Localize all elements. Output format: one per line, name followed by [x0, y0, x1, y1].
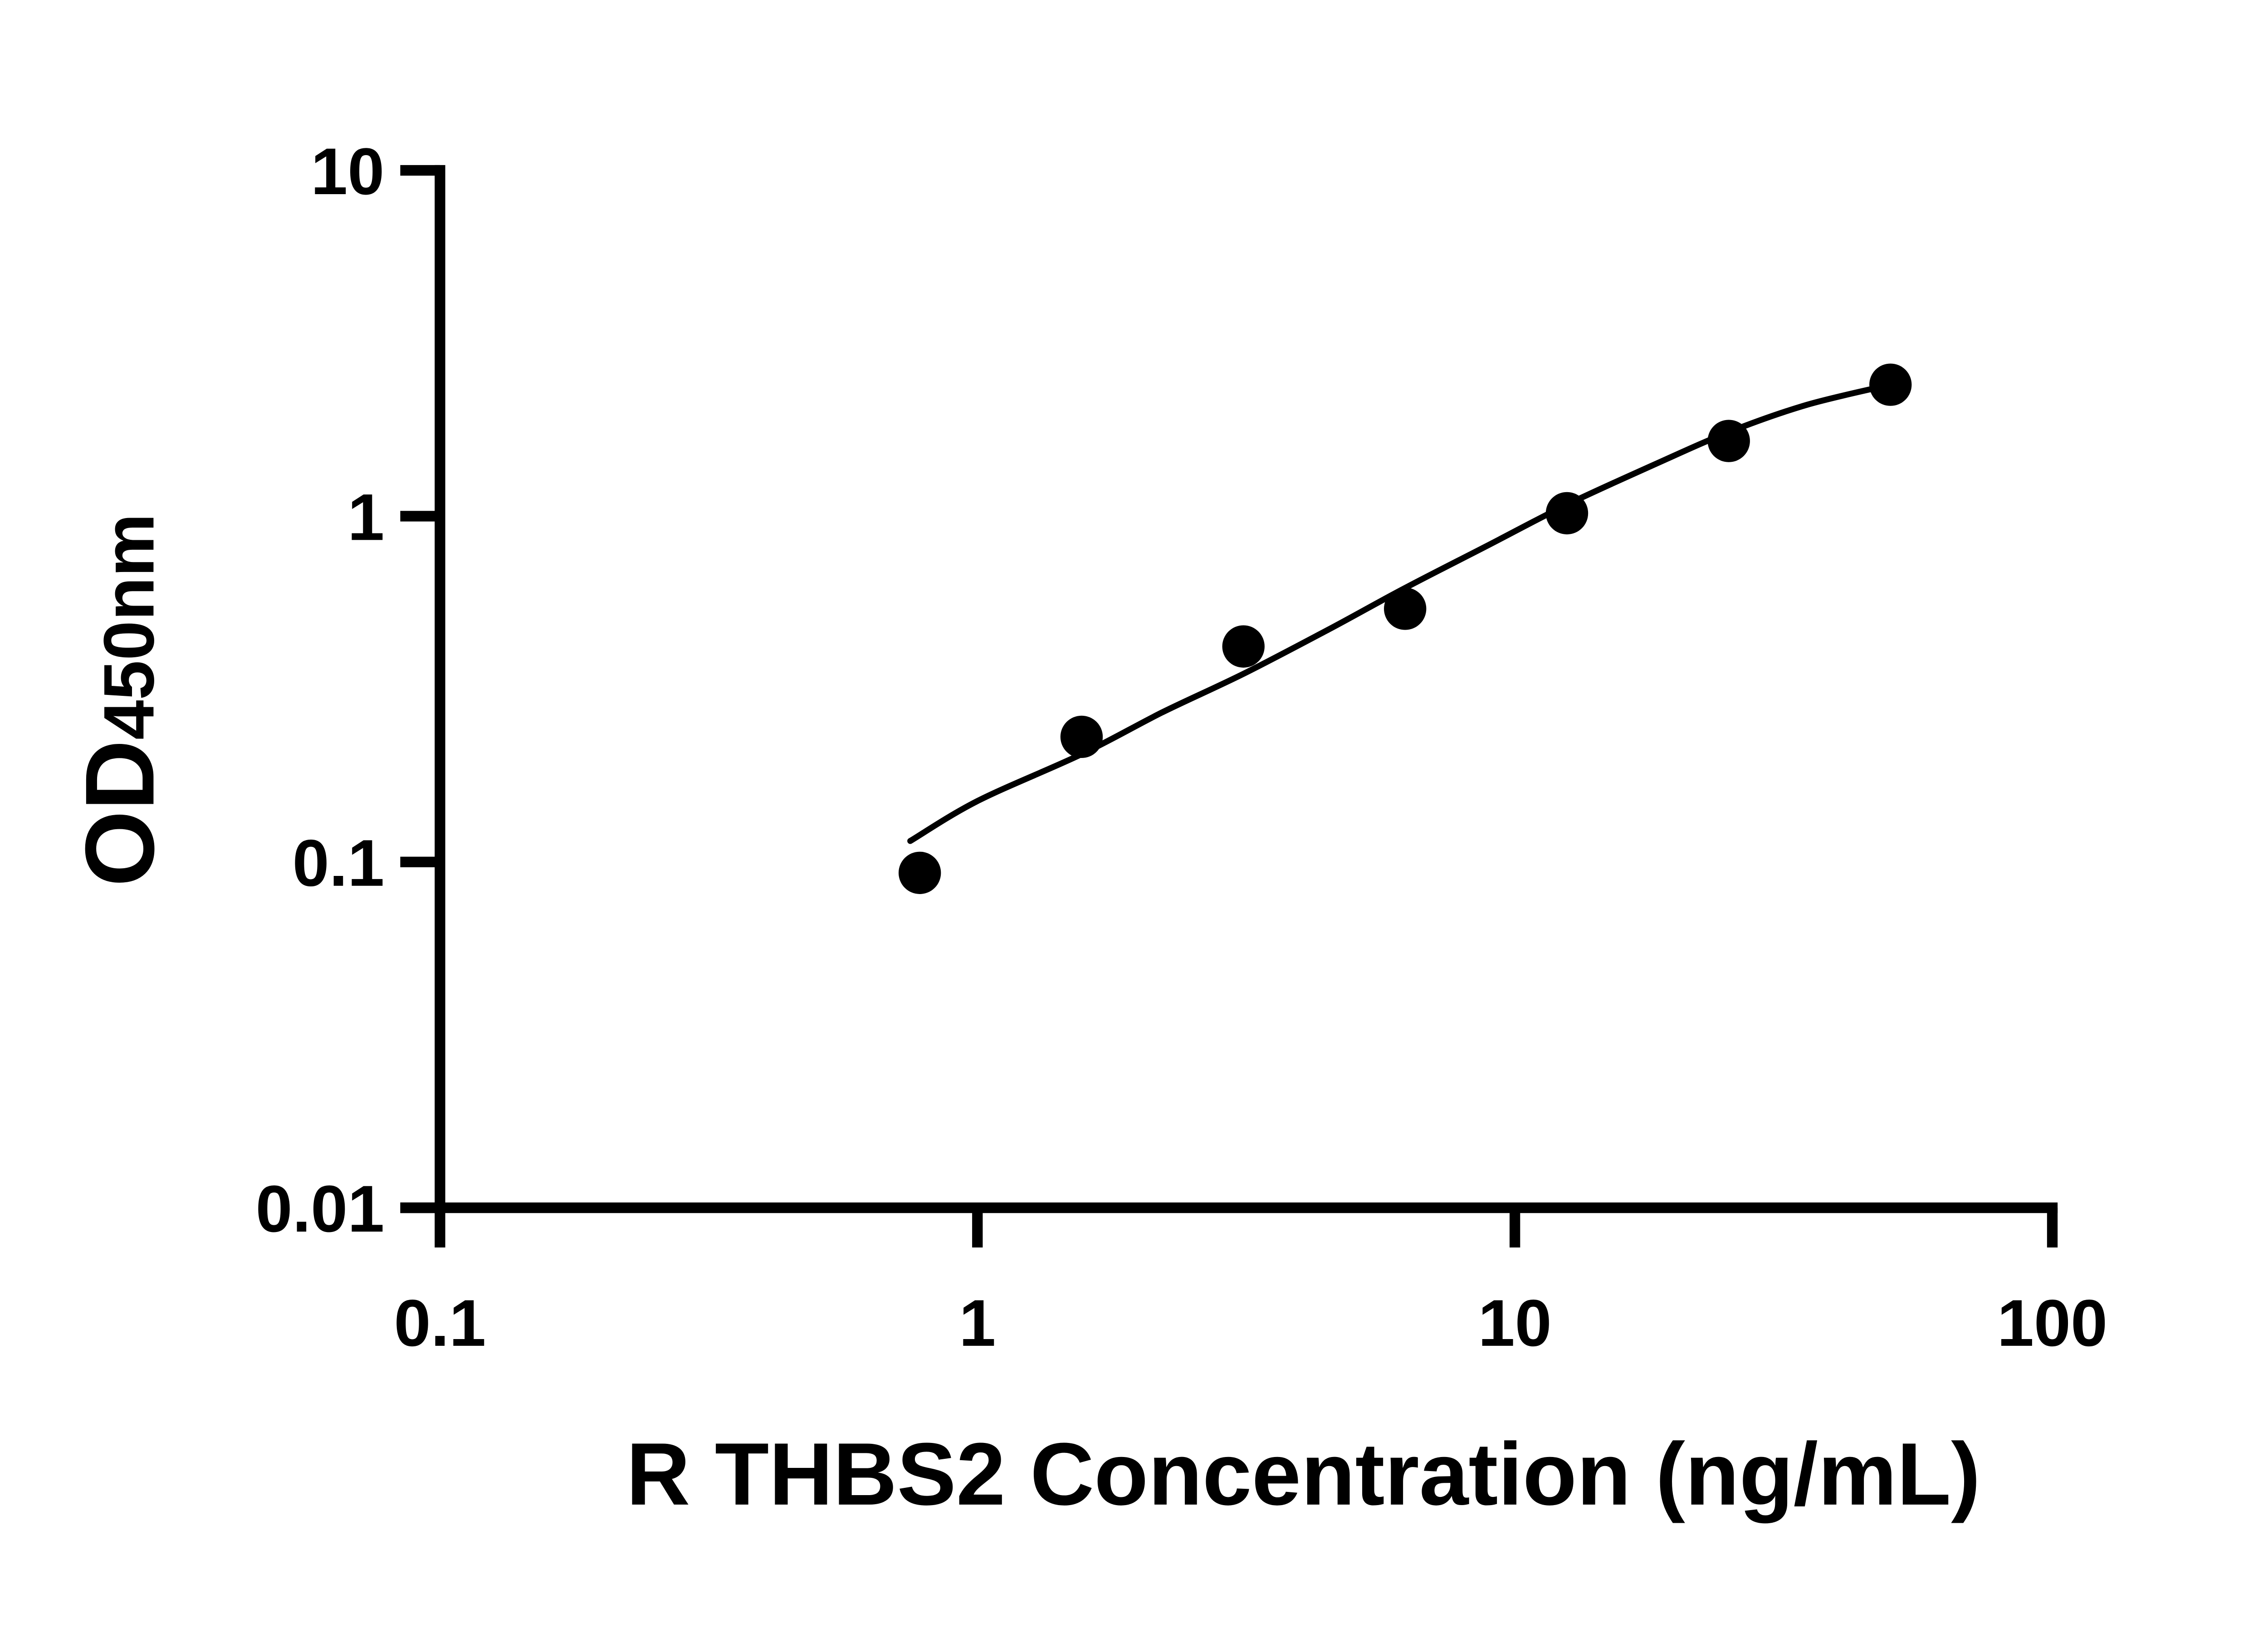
data-point [1545, 492, 1589, 535]
data-point [1707, 420, 1750, 462]
y-axis-title-main: OD [65, 740, 174, 887]
y-tick-label: 0.01 [256, 1172, 385, 1246]
y-tick-label: 10 [311, 134, 384, 208]
x-tick-label: 10 [1478, 1286, 1552, 1360]
x-tick-label: 0.1 [394, 1286, 486, 1360]
y-axis-title: OD450nm [65, 513, 174, 887]
x-axis-title: R THBS2 Concentration (ng/mL) [626, 1425, 1981, 1524]
y-tick-label: 1 [347, 480, 384, 554]
x-tick-label: 100 [1997, 1286, 2107, 1360]
data-point [1869, 363, 1912, 406]
axes [400, 165, 2058, 1213]
axis-ticks [400, 165, 2058, 1248]
data-point [1060, 715, 1103, 758]
data-point [899, 851, 941, 894]
y-axis-title-sub: 450nm [89, 513, 169, 740]
y-tick-label: 0.1 [293, 826, 385, 900]
data-point [1384, 587, 1427, 630]
data-point [1222, 625, 1265, 668]
data-points [899, 363, 1912, 894]
x-tick-label: 1 [959, 1286, 996, 1360]
